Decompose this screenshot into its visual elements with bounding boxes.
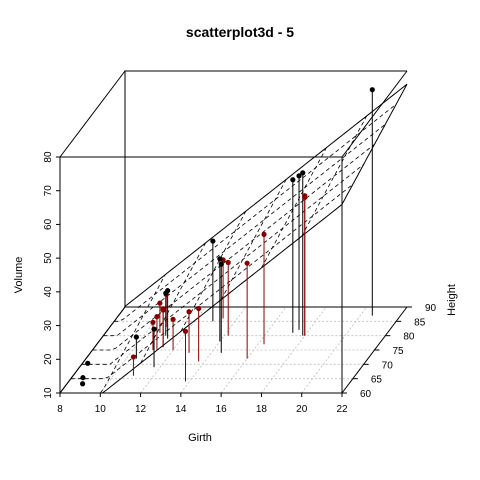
data-point-21 [225,259,231,266]
box-top-left-edge [59,70,126,158]
data-point-7 [150,319,156,325]
box-front-face [59,156,343,394]
data-point-20 [217,256,223,262]
data-point-29 [302,194,308,201]
x-tick-label-0: 8 [57,404,63,415]
data-point-18 [196,305,202,312]
y-tick-label-6: 90 [425,303,437,314]
plot-box [59,70,408,394]
z-tick-label-6: 70 [43,185,54,197]
data-point-23 [244,260,250,266]
box-top-right-edge [341,70,408,158]
y-tick-label-0: 60 [360,389,372,400]
plane-grid-line-girth-2 [140,242,206,364]
z-tick-label-5: 60 [43,218,54,230]
z-tick-label-1: 20 [43,353,54,365]
x-tick-label-2: 12 [135,404,147,415]
regression-plane [59,83,408,394]
y-axis-label: Height [446,284,458,316]
x-tick-label-1: 10 [95,404,107,415]
y-tick-label-1: 65 [371,375,383,386]
data-point-2 [80,381,86,387]
data-point-19 [182,328,189,334]
plane-grid-line-height-1 [70,184,354,380]
point-stems [82,89,373,385]
plane-outline [59,83,408,394]
data-point-0 [85,360,91,366]
y-tick-label-4: 80 [403,332,415,343]
y-tick-label-2: 70 [382,360,394,371]
data-point-4 [157,300,163,306]
data-point-10 [165,288,171,294]
z-tick-label-2: 30 [43,320,54,332]
x-tick-label-7: 22 [336,404,348,415]
plane-grid-line-girth-3 [180,210,247,332]
plane-grid-line-girth-1 [99,274,166,394]
data-point-15 [186,309,192,315]
data-point-26 [296,173,302,179]
z-axis-label: Volume [13,257,25,294]
box-back-top [124,70,407,307]
x-axis-label: Girth [188,432,212,444]
data-points [80,87,375,387]
data-point-24 [261,231,267,237]
y-tick-label-3: 75 [393,346,405,357]
data-point-13 [151,326,157,332]
plane-grid-line-girth-6 [301,115,368,237]
z-axis-ticks: 10 20 30 40 50 60 70 80 [43,151,60,399]
data-point-25 [290,177,296,183]
data-point-12 [160,306,166,312]
data-point-6 [130,354,137,360]
data-point-22 [218,261,224,267]
z-tick-label-7: 80 [43,151,54,163]
z-tick-label-0: 10 [43,387,54,399]
chart-title: scatterplot3d - 5 [186,24,294,40]
floor-grid [59,306,408,394]
x-tick-label-6: 20 [296,404,308,415]
y-tick-label-5: 85 [414,317,426,328]
plane-grid-line-height-3 [92,143,375,351]
plane-grid-line-height-4 [103,123,386,337]
data-point-3 [133,334,139,340]
z-tick-label-4: 50 [43,252,54,264]
data-point-30 [369,87,375,93]
x-tick-label-4: 16 [216,404,228,415]
plane-grid-line-girth-4 [220,179,287,300]
data-point-27 [300,170,306,176]
plane-grid-line-height-5 [114,103,397,322]
y-axis-ticks: 60 65 70 75 80 85 90 [342,303,437,400]
data-point-9 [154,314,160,320]
x-tick-label-3: 14 [175,404,187,415]
data-point-1 [80,375,86,381]
plane-grid-line-girth-5 [261,147,327,269]
x-tick-label-5: 18 [256,404,268,415]
z-tick-label-3: 40 [43,286,54,298]
data-point-16 [210,238,216,244]
x-axis-ticks: 8 10 12 14 16 18 20 22 [57,393,348,415]
data-point-14 [170,316,176,322]
